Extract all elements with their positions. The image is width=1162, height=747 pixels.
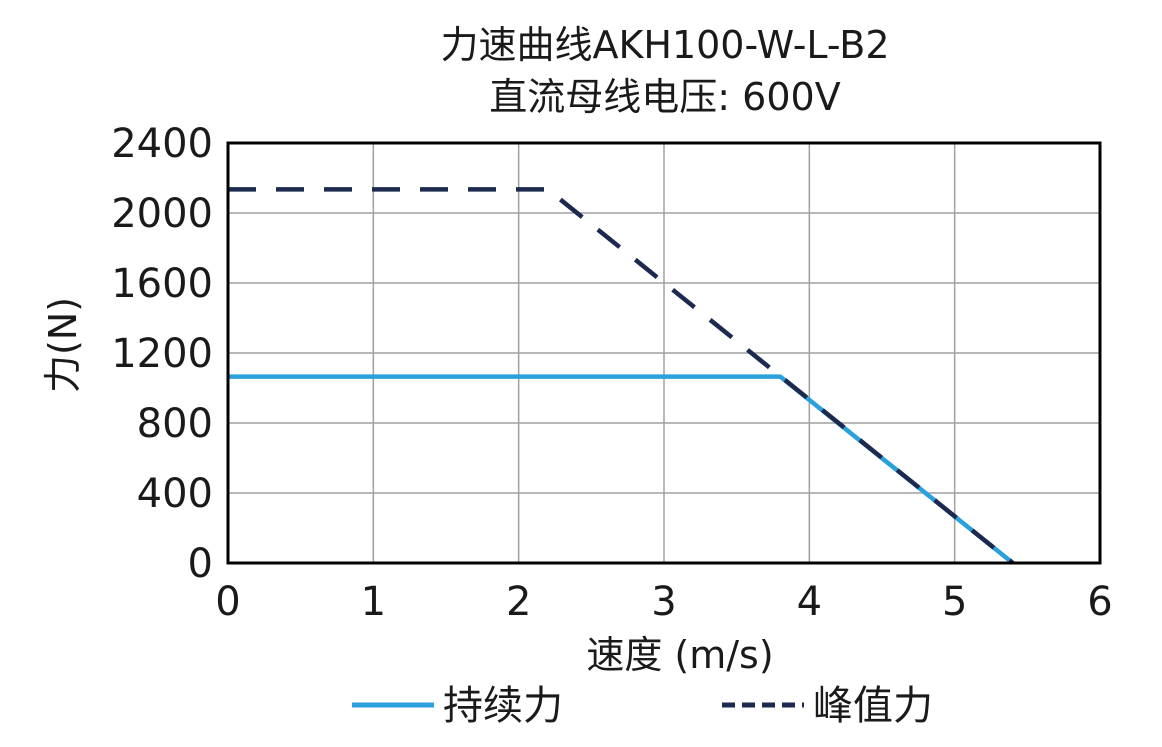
y-axis-label: 力(N) [41, 297, 85, 393]
grid-lines [227, 142, 1101, 564]
series-line-continuous-force [228, 374, 1015, 565]
legend: 持续力 峰值力 [352, 683, 933, 729]
x-tick-label: 1 [361, 579, 386, 625]
y-tick-label: 2400 [111, 121, 213, 167]
y-tick-label: 800 [137, 401, 213, 447]
chart-subtitle: 直流母线电压: 600V [489, 75, 840, 119]
chart-title: 力速曲线AKH100-W-L-B2 [440, 23, 889, 67]
x-tick-label: 2 [506, 579, 531, 625]
y-tick-label: 0 [188, 541, 213, 587]
legend-label-0: 持续力 [443, 683, 563, 729]
series-layer [228, 187, 1015, 565]
y-tick-label: 1600 [111, 261, 213, 307]
x-tick-label: 4 [797, 579, 822, 625]
legend-label-1: 峰值力 [813, 683, 933, 729]
x-tick-labels: 0 1 2 3 4 5 6 [215, 579, 1112, 625]
series-line-peak-force [228, 187, 1015, 565]
x-axis-label: 速度 (m/s) [586, 633, 773, 677]
x-tick-label: 6 [1087, 579, 1112, 625]
plot-frame [226, 141, 1102, 565]
y-tick-label: 2000 [111, 191, 213, 237]
x-tick-label: 3 [651, 579, 676, 625]
x-tick-label: 0 [215, 579, 240, 625]
y-tick-label: 1200 [111, 331, 213, 377]
x-tick-label: 5 [942, 579, 967, 625]
y-tick-label: 400 [137, 471, 213, 517]
y-tick-labels: 0 400 800 1200 1600 2000 2400 [111, 121, 213, 587]
